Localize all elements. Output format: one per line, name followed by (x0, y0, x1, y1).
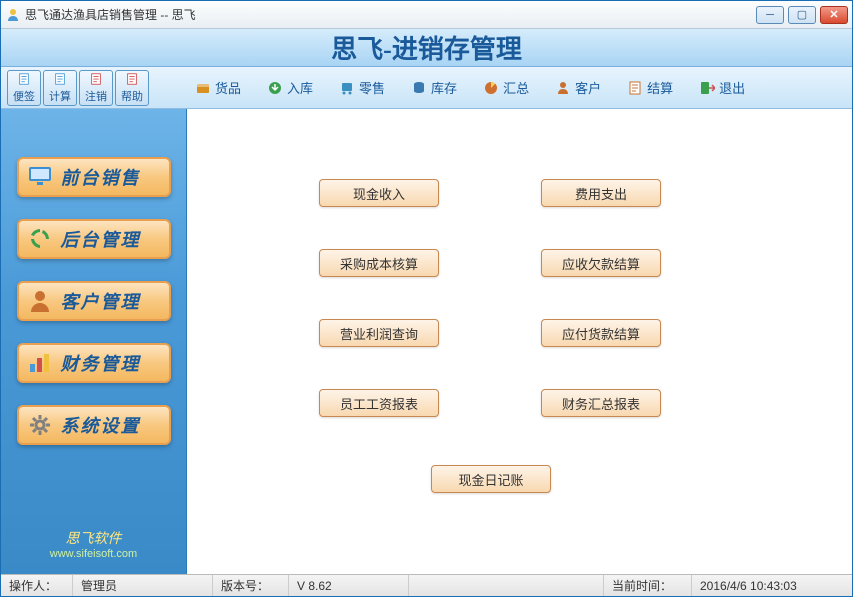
sidebar-btn-2[interactable]: 客户管理 (17, 281, 171, 321)
quick-label: 帮助 (121, 88, 143, 104)
quick-icon (52, 72, 68, 86)
menu-label: 汇总 (503, 78, 529, 97)
maximize-button[interactable]: ▢ (788, 6, 816, 24)
quick-label: 便签 (13, 88, 35, 104)
action-btn-0[interactable]: 现金收入 (319, 179, 439, 207)
menu-item-7[interactable]: 退出 (689, 74, 755, 101)
sidebar-btn-4[interactable]: 系统设置 (17, 405, 171, 445)
action-btn-8[interactable]: 现金日记账 (431, 465, 551, 493)
status-operator-value: 管理员 (73, 575, 213, 596)
status-version-value: V 8.62 (289, 575, 409, 596)
action-btn-5[interactable]: 应付货款结算 (541, 319, 661, 347)
status-time-value: 2016/4/6 10:43:03 (692, 575, 852, 596)
cart-icon (339, 80, 355, 96)
status-version-label: 版本号： (213, 575, 289, 596)
quick-icon (124, 72, 140, 86)
quick-label: 计算 (49, 88, 71, 104)
menu-label: 结算 (647, 78, 673, 97)
sidebar-label: 后台管理 (61, 226, 141, 252)
app-icon (5, 7, 21, 23)
minimize-button[interactable]: ─ (756, 6, 784, 24)
titlebar: 思飞通达渔具店销售管理 -- 思飞 ─ ▢ ✕ (1, 1, 852, 29)
db-icon (411, 80, 427, 96)
quick-icon (88, 72, 104, 86)
sidebar-footer: 思飞软件 www.sifeisoft.com (50, 528, 137, 566)
box-icon (195, 80, 211, 96)
menu-label: 货品 (215, 78, 241, 97)
sidebar-label: 客户管理 (61, 288, 141, 314)
statusbar: 操作人： 管理员 版本号： V 8.62 当前时间： 2016/4/6 10:4… (1, 574, 852, 596)
status-time-label: 当前时间： (604, 575, 692, 596)
menu-item-5[interactable]: 客户 (545, 74, 611, 101)
sidebar-btn-0[interactable]: 前台销售 (17, 157, 171, 197)
person-icon (27, 288, 53, 314)
menu-item-4[interactable]: 汇总 (473, 74, 539, 101)
menu-label: 零售 (359, 78, 385, 97)
exit-icon (699, 80, 715, 96)
sidebar: 前台销售后台管理客户管理财务管理系统设置 思飞软件 www.sifeisoft.… (1, 109, 187, 574)
brand-url: www.sifeisoft.com (50, 548, 137, 560)
window-title: 思飞通达渔具店销售管理 -- 思飞 (25, 6, 756, 23)
toolbar: 便签计算注销帮助 货品 入库 零售 库存 汇总 客户 结算 退出 (1, 67, 852, 109)
quick-btn-2[interactable]: 注销 (79, 70, 113, 106)
banner-title: 思飞-进销存管理 (331, 29, 522, 66)
menu-item-0[interactable]: 货品 (185, 74, 251, 101)
brand-name: 思飞软件 (50, 528, 137, 548)
quick-btn-0[interactable]: 便签 (7, 70, 41, 106)
quick-icon (16, 72, 32, 86)
action-btn-7[interactable]: 财务汇总报表 (541, 389, 661, 417)
sidebar-label: 财务管理 (61, 350, 141, 376)
user-icon (555, 80, 571, 96)
quick-btn-1[interactable]: 计算 (43, 70, 77, 106)
pie-icon (483, 80, 499, 96)
menu-label: 退出 (719, 78, 745, 97)
quick-label: 注销 (85, 88, 107, 104)
doc-icon (627, 80, 643, 96)
in-icon (267, 80, 283, 96)
sidebar-btn-3[interactable]: 财务管理 (17, 343, 171, 383)
banner: 思飞-进销存管理 (1, 29, 852, 67)
action-btn-1[interactable]: 费用支出 (541, 179, 661, 207)
menu-item-3[interactable]: 库存 (401, 74, 467, 101)
content-area: 现金收入 费用支出采购成本核算 应收欠款结算营业利润查询 应付货款结算员工工资报表 财务… (187, 109, 852, 574)
chart-icon (27, 350, 53, 376)
action-btn-4[interactable]: 营业利润查询 (319, 319, 439, 347)
menu-item-6[interactable]: 结算 (617, 74, 683, 101)
menu-item-2[interactable]: 零售 (329, 74, 395, 101)
quick-btn-3[interactable]: 帮助 (115, 70, 149, 106)
action-btn-3[interactable]: 应收欠款结算 (541, 249, 661, 277)
sidebar-label: 系统设置 (61, 412, 141, 438)
close-button[interactable]: ✕ (820, 6, 848, 24)
menu-label: 入库 (287, 78, 313, 97)
sidebar-btn-1[interactable]: 后台管理 (17, 219, 171, 259)
gear-icon (27, 412, 53, 438)
recycle-icon (27, 226, 53, 252)
menu-label: 客户 (575, 78, 601, 97)
status-operator-label: 操作人： (1, 575, 73, 596)
action-btn-6[interactable]: 员工工资报表 (319, 389, 439, 417)
menu-item-1[interactable]: 入库 (257, 74, 323, 101)
sidebar-label: 前台销售 (61, 164, 141, 190)
monitor-icon (27, 164, 53, 190)
menu-label: 库存 (431, 78, 457, 97)
action-btn-2[interactable]: 采购成本核算 (319, 249, 439, 277)
